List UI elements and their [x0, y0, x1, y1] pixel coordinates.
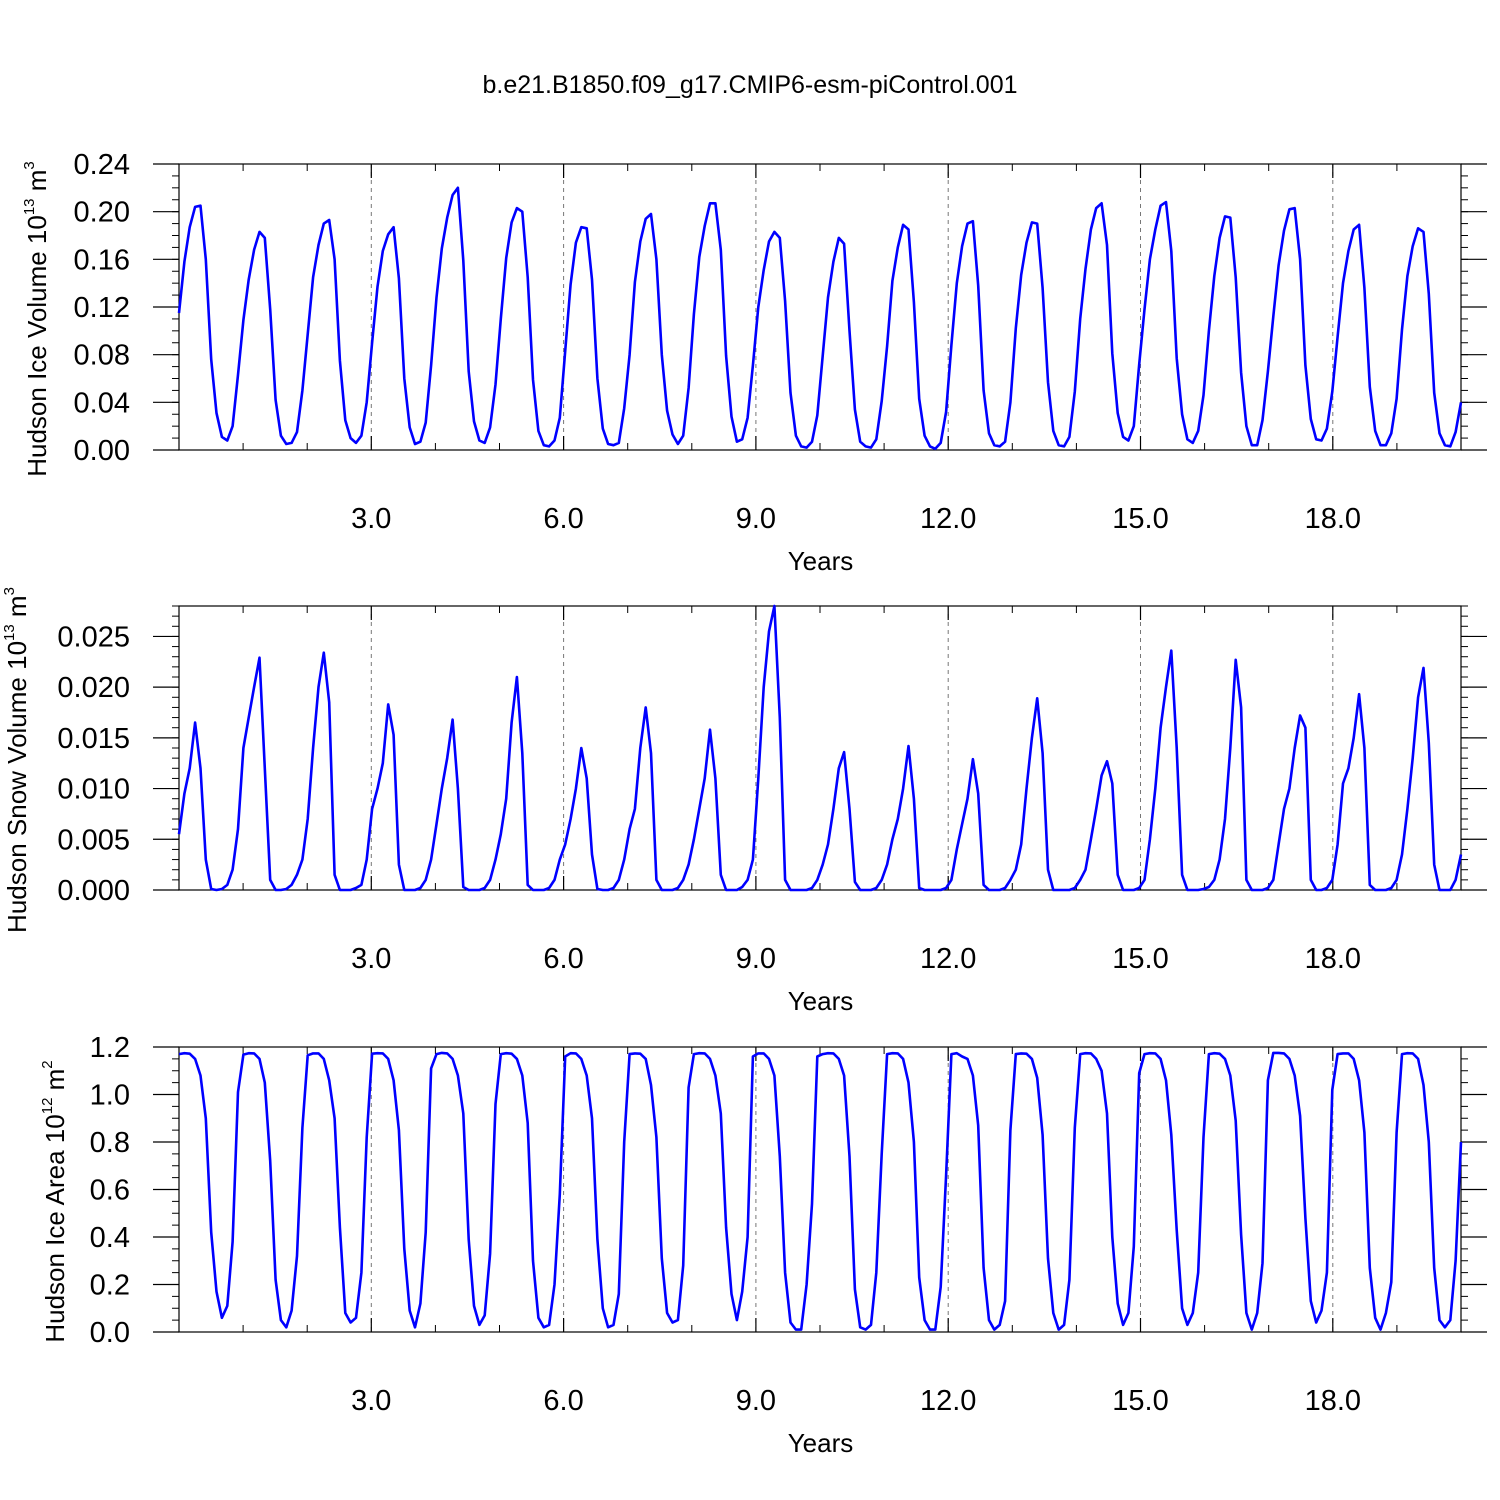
- x-axis-label: Years: [788, 546, 854, 576]
- y-tick-label: 0.08: [74, 340, 130, 372]
- y-tick-label: 0.025: [57, 621, 130, 653]
- y-tick-label: 0.20: [74, 197, 130, 229]
- y-axis-label: Hudson Ice Volume 1013 m3: [21, 161, 52, 477]
- x-tick-label: 3.0: [351, 1385, 391, 1417]
- y-tick-label: 0.000: [57, 875, 130, 907]
- x-axis-label: Years: [788, 1428, 854, 1458]
- x-tick-label: 12.0: [920, 503, 976, 535]
- y-tick-label: 0.010: [57, 774, 130, 806]
- x-tick-label: 15.0: [1112, 1385, 1168, 1417]
- x-tick-label: 15.0: [1112, 943, 1168, 975]
- x-tick-label: 12.0: [920, 943, 976, 975]
- x-tick-label: 9.0: [736, 1385, 776, 1417]
- x-tick-label: 3.0: [351, 503, 391, 535]
- y-tick-label: 0.6: [90, 1175, 130, 1207]
- x-tick-label: 18.0: [1305, 503, 1361, 535]
- chart-panel-2: 3.0 6.0 9.0 12.0 15.0 18.0 0.000 0.005 0.010 0.01…: [1, 587, 1487, 1016]
- chart-panel-1: 3.0 6.0 9.0 12.0 15.0 18.0 0.00 0.04 0.08 0.12 0.1…: [21, 149, 1487, 576]
- y-tick-label: 0.0: [90, 1317, 130, 1349]
- x-tick-label: 6.0: [543, 503, 583, 535]
- x-tick-label: 9.0: [736, 943, 776, 975]
- y-tick-label: 0.04: [74, 387, 130, 419]
- x-tick-label: 18.0: [1305, 943, 1361, 975]
- chart-panel-3: 3.0 6.0 9.0 12.0 15.0 18.0 0.0 0.2 0.4 0.6 0.8 1.0 1…: [39, 1032, 1487, 1458]
- series-line: [177, 604, 1463, 892]
- y-tick-label: 0.4: [90, 1222, 130, 1254]
- x-tick-label: 18.0: [1305, 1385, 1361, 1417]
- y-tick-label: 0.015: [57, 723, 130, 755]
- y-tick-label: 1.0: [90, 1080, 130, 1112]
- x-tick-label: 12.0: [920, 1385, 976, 1417]
- y-tick-label: 0.16: [74, 244, 130, 276]
- y-tick-label: 0.005: [57, 824, 130, 856]
- x-tick-label: 6.0: [543, 1385, 583, 1417]
- y-tick-label: 0.2: [90, 1270, 130, 1302]
- x-axis-label: Years: [788, 986, 854, 1016]
- chart-title: b.e21.B1850.f09_g17.CMIP6-esm-piControl.…: [482, 71, 1017, 99]
- x-tick-label: 15.0: [1112, 503, 1168, 535]
- y-axis-label: Hudson Ice Area 1012 m2: [39, 1060, 70, 1342]
- x-tick-label: 9.0: [736, 503, 776, 535]
- x-tick-label: 3.0: [351, 943, 391, 975]
- x-tick-label: 6.0: [543, 943, 583, 975]
- y-tick-label: 0.12: [74, 292, 130, 324]
- y-tick-label: 0.8: [90, 1127, 130, 1159]
- y-tick-label: 0.24: [74, 149, 130, 181]
- y-tick-label: 0.00: [74, 435, 130, 467]
- series-line: [177, 186, 1463, 451]
- y-tick-label: 1.2: [90, 1032, 130, 1064]
- y-tick-label: 0.020: [57, 672, 130, 704]
- y-axis-label: Hudson Snow Volume 1013 m3: [1, 587, 32, 933]
- series-line: [178, 1051, 1463, 1331]
